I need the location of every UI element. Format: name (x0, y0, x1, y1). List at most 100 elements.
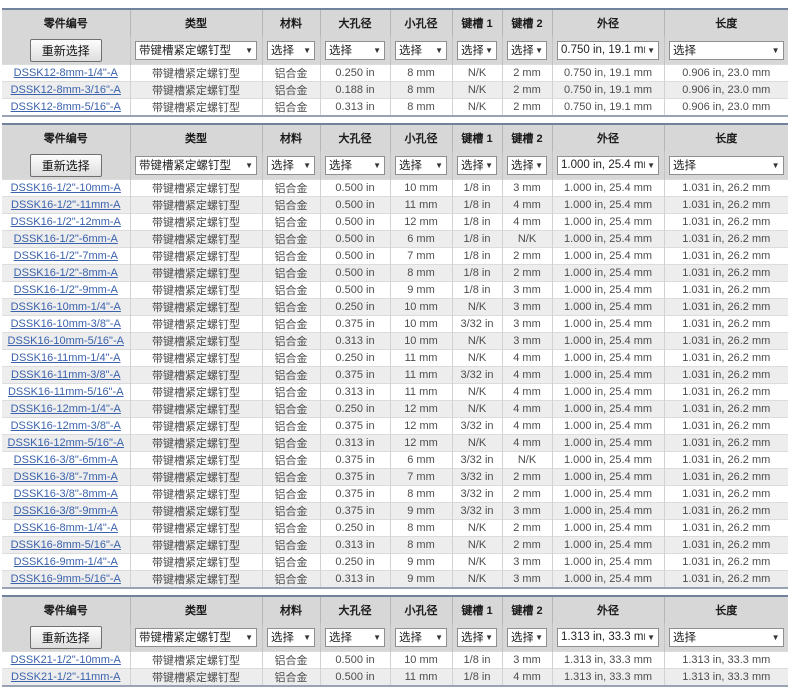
table-row: DSSK12-8mm-1/4"-A 带键槽紧定螺钉型 铝合金 0.250 in 8 mm… (2, 64, 788, 82)
filter-select-large-hole-diameter[interactable]: 选择 ▼ (325, 40, 385, 60)
filter-select-outer-diameter[interactable]: 1.000 in, 25.4 mm ▼ (557, 155, 659, 175)
cell-length: 1.031 in, 26.2 mm (663, 281, 788, 299)
cell-small-hole-diameter: 10 mm (389, 651, 452, 669)
cell-large-hole-diameter: 0.500 in (319, 196, 390, 214)
part-number-link[interactable]: DSSK12-8mm-3/16"-A (10, 84, 121, 96)
filter-select-material[interactable]: 选择 ▼ (267, 40, 315, 60)
part-number-link[interactable]: DSSK16-1/2"-11mm-A (11, 199, 121, 211)
chevron-down-icon: ▼ (771, 160, 780, 170)
part-number-link[interactable]: DSSK21-1/2"-11mm-A (11, 671, 121, 683)
cell-keyway-1: 1/8 in (451, 651, 502, 669)
part-number-link[interactable]: DSSK12-8mm-5/16"-A (10, 101, 121, 113)
part-number-link[interactable]: DSSK16-9mm-1/4"-A (13, 556, 118, 568)
cell-length: 1.031 in, 26.2 mm (663, 332, 788, 350)
cell-keyway-1: 3/32 in (451, 315, 502, 333)
part-number-link[interactable]: DSSK16-12mm-1/4"-A (10, 403, 121, 415)
part-number-link[interactable]: DSSK16-3/8"-8mm-A (13, 488, 118, 500)
part-number-link[interactable]: DSSK16-1/2"-12mm-A (10, 216, 121, 228)
cell-material: 铝合金 (261, 98, 320, 116)
cell-keyway-1: N/K (451, 298, 502, 316)
part-number-link[interactable]: DSSK16-1/2"-8mm-A (13, 267, 118, 279)
part-number-link[interactable]: DSSK16-8mm-1/4"-A (13, 522, 118, 534)
part-number-link[interactable]: DSSK12-8mm-1/4"-A (13, 67, 118, 79)
cell-large-hole-diameter: 0.188 in (319, 81, 390, 99)
filter-select-keyway-2[interactable]: 选择 ▼ (507, 155, 547, 175)
cell-small-hole-diameter: 11 mm (389, 349, 452, 367)
cell-outer-diameter: 0.750 in, 19.1 mm (551, 98, 664, 116)
filter-select-material[interactable]: 选择 ▼ (267, 155, 315, 175)
part-number-link[interactable]: DSSK16-10mm-3/8"-A (10, 318, 121, 330)
chevron-down-icon: ▼ (435, 45, 443, 55)
part-number-link[interactable]: DSSK16-1/2"-10mm-A (10, 182, 121, 194)
cell-small-hole-diameter: 10 mm (389, 315, 452, 333)
cell-material: 铝合金 (261, 264, 320, 282)
reset-selection-button[interactable]: 重新选择 (29, 153, 102, 177)
filter-select-value: 0.750 in, 19.1 mm (561, 44, 646, 56)
part-number-link[interactable]: DSSK16-1/2"-9mm-A (13, 284, 118, 296)
part-number-link[interactable]: DSSK16-10mm-5/16"-A (7, 335, 124, 347)
filter-select-length[interactable]: 选择 ▼ (669, 627, 784, 647)
table-row: DSSK16-1/2"-12mm-A 带键槽紧定螺钉型 铝合金 0.500 in 12 … (2, 213, 788, 231)
part-number-link[interactable]: DSSK16-10mm-1/4"-A (10, 301, 121, 313)
part-number-link[interactable]: DSSK16-12mm-3/8"-A (10, 420, 121, 432)
filter-select-material[interactable]: 选择 ▼ (267, 627, 315, 647)
filter-select-outer-diameter[interactable]: 0.750 in, 19.1 mm ▼ (557, 40, 659, 60)
filter-select-type[interactable]: 带键槽紧定螺钉型 ▼ (135, 627, 257, 647)
cell-keyway-1: 1/8 in (451, 247, 502, 265)
cell-length: 1.031 in, 26.2 mm (663, 264, 788, 282)
part-number-link[interactable]: DSSK16-11mm-3/8"-A (11, 369, 121, 381)
filter-select-large-hole-diameter[interactable]: 选择 ▼ (325, 155, 385, 175)
filter-select-value: 选择 (271, 632, 294, 644)
part-number-link[interactable]: DSSK16-1/2"-7mm-A (13, 250, 118, 262)
cell-part-number: DSSK21-1/2"-10mm-A (2, 651, 130, 669)
chevron-down-icon: ▼ (535, 632, 543, 642)
filter-select-length[interactable]: 选择 ▼ (669, 155, 784, 175)
filter-select-keyway-1[interactable]: 选择 ▼ (457, 627, 497, 647)
filter-select-type[interactable]: 带键槽紧定螺钉型 ▼ (135, 40, 257, 60)
filter-select-type[interactable]: 带键槽紧定螺钉型 ▼ (135, 155, 257, 175)
cell-large-hole-diameter: 0.313 in (319, 570, 390, 588)
cell-keyway-2: 3 mm (501, 281, 552, 299)
cell-keyway-2: 4 mm (501, 668, 552, 686)
filter-select-length[interactable]: 选择 ▼ (669, 40, 784, 60)
cell-length: 1.031 in, 26.2 mm (663, 468, 788, 486)
part-number-link[interactable]: DSSK16-8mm-5/16"-A (10, 539, 121, 551)
cell-length: 1.031 in, 26.2 mm (663, 502, 788, 520)
cell-length: 1.031 in, 26.2 mm (663, 519, 788, 537)
part-number-link[interactable]: DSSK16-3/8"-9mm-A (13, 505, 118, 517)
cell-keyway-1: N/K (451, 400, 502, 418)
part-number-link[interactable]: DSSK21-1/2"-10mm-A (10, 654, 121, 666)
reset-selection-button[interactable]: 重新选择 (29, 38, 102, 62)
reset-selection-button[interactable]: 重新选择 (29, 625, 102, 649)
cell-keyway-1: N/K (451, 383, 502, 401)
filter-select-keyway-2[interactable]: 选择 ▼ (507, 627, 547, 647)
cell-part-number: DSSK16-9mm-1/4"-A (2, 553, 130, 571)
part-number-link[interactable]: DSSK16-11mm-1/4"-A (11, 352, 121, 364)
filter-select-small-hole-diameter[interactable]: 选择 ▼ (395, 627, 447, 647)
part-number-link[interactable]: DSSK16-1/2"-6mm-A (13, 233, 118, 245)
parts-catalog: 零件编号 类型 材料 大孔径 小孔径 键槽 1 键槽 2 外径 长度 重新选择 带键槽紧定螺钉型 ▼ 选… (2, 8, 788, 687)
column-header-small-hole-diameter: 小孔径 (389, 596, 452, 623)
cell-part-number: DSSK16-10mm-1/4"-A (2, 298, 130, 316)
table-row: DSSK16-1/2"-7mm-A 带键槽紧定螺钉型 铝合金 0.500 in 7 mm… (2, 247, 788, 265)
part-number-link[interactable]: DSSK16-3/8"-7mm-A (13, 471, 118, 483)
filter-select-outer-diameter[interactable]: 1.313 in, 33.3 mm ▼ (557, 627, 659, 647)
filter-select-large-hole-diameter[interactable]: 选择 ▼ (325, 627, 385, 647)
cell-large-hole-diameter: 0.250 in (319, 400, 390, 418)
part-number-link[interactable]: DSSK16-12mm-5/16"-A (7, 437, 124, 449)
filter-select-keyway-2[interactable]: 选择 ▼ (507, 40, 547, 60)
table-row: DSSK21-1/2"-10mm-A 带键槽紧定螺钉型 铝合金 0.500 in 10 … (2, 651, 788, 669)
part-number-link[interactable]: DSSK16-11mm-5/16"-A (7, 386, 124, 398)
filter-select-value: 选择 (511, 632, 534, 644)
cell-keyway-1: 1/8 in (451, 213, 502, 231)
cell-type: 带键槽紧定螺钉型 (129, 519, 262, 537)
chevron-down-icon: ▼ (535, 160, 543, 170)
cell-keyway-2: 4 mm (501, 400, 552, 418)
filter-select-keyway-1[interactable]: 选择 ▼ (457, 155, 497, 175)
filter-select-small-hole-diameter[interactable]: 选择 ▼ (395, 155, 447, 175)
part-number-link[interactable]: DSSK16-9mm-5/16"-A (10, 573, 121, 585)
filter-select-keyway-1[interactable]: 选择 ▼ (457, 40, 497, 60)
filter-select-small-hole-diameter[interactable]: 选择 ▼ (395, 40, 447, 60)
part-number-link[interactable]: DSSK16-3/8"-6mm-A (13, 454, 118, 466)
cell-outer-diameter: 1.000 in, 25.4 mm (551, 570, 664, 588)
